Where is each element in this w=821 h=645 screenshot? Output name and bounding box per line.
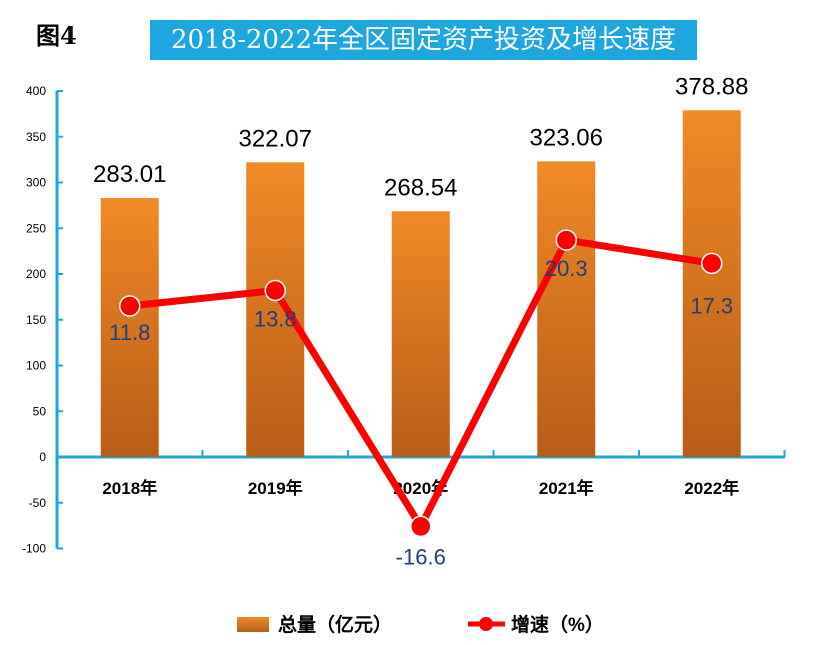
y-tick-label: 300: [26, 176, 46, 190]
legend-swatch-bar: [237, 617, 269, 632]
figure-label: 图4: [36, 21, 77, 50]
growth-value-label: 17.3: [690, 293, 733, 318]
chart-title: 2018-2022年全区固定资产投资及增长速度: [150, 20, 697, 60]
growth-value-label: -16.6: [396, 544, 446, 569]
bar-2018年: [100, 198, 159, 458]
bar-2021年: [537, 161, 596, 458]
growth-value-label: 20.3: [545, 256, 588, 281]
x-tick-label: 2022年: [684, 478, 739, 498]
bar-value-label: 283.01: [93, 161, 166, 188]
y-tick-label: 100: [26, 359, 46, 373]
y-tick-label: -100: [22, 542, 46, 556]
y-tick-label: 0: [39, 450, 46, 464]
y-tick-label: 250: [26, 221, 46, 235]
bar-2020年: [391, 211, 450, 457]
bar-2022年: [682, 110, 741, 457]
growth-marker: [410, 515, 432, 538]
y-tick-label: -50: [29, 496, 47, 510]
growth-marker: [119, 295, 141, 317]
y-tick-label: 400: [26, 84, 46, 98]
bar-value-label: 323.06: [530, 124, 603, 151]
bar-value-label: 322.07: [239, 125, 312, 152]
x-tick-label: 2021年: [539, 478, 594, 498]
legend-label-bar: 总量（亿元）: [278, 613, 392, 636]
y-tick-label: 50: [33, 404, 47, 418]
growth-marker: [701, 252, 723, 275]
y-tick-label: 200: [26, 267, 46, 281]
growth-value-label: 11.8: [109, 320, 150, 345]
y-tick-label: 350: [26, 130, 46, 144]
x-tick-label: 2019年: [248, 478, 303, 498]
legend-marker-line: [479, 617, 493, 631]
y-tick-label: 150: [26, 313, 46, 327]
growth-marker: [555, 229, 577, 251]
bar-value-label: 378.88: [675, 73, 748, 100]
growth-value-label: 13.8: [254, 307, 297, 332]
bar-2019年: [246, 162, 305, 457]
bar-value-label: 268.54: [384, 174, 457, 201]
growth-marker: [264, 279, 286, 302]
x-tick-label: 2018年: [102, 478, 157, 498]
legend-label-line: 增速（%）: [511, 613, 604, 636]
